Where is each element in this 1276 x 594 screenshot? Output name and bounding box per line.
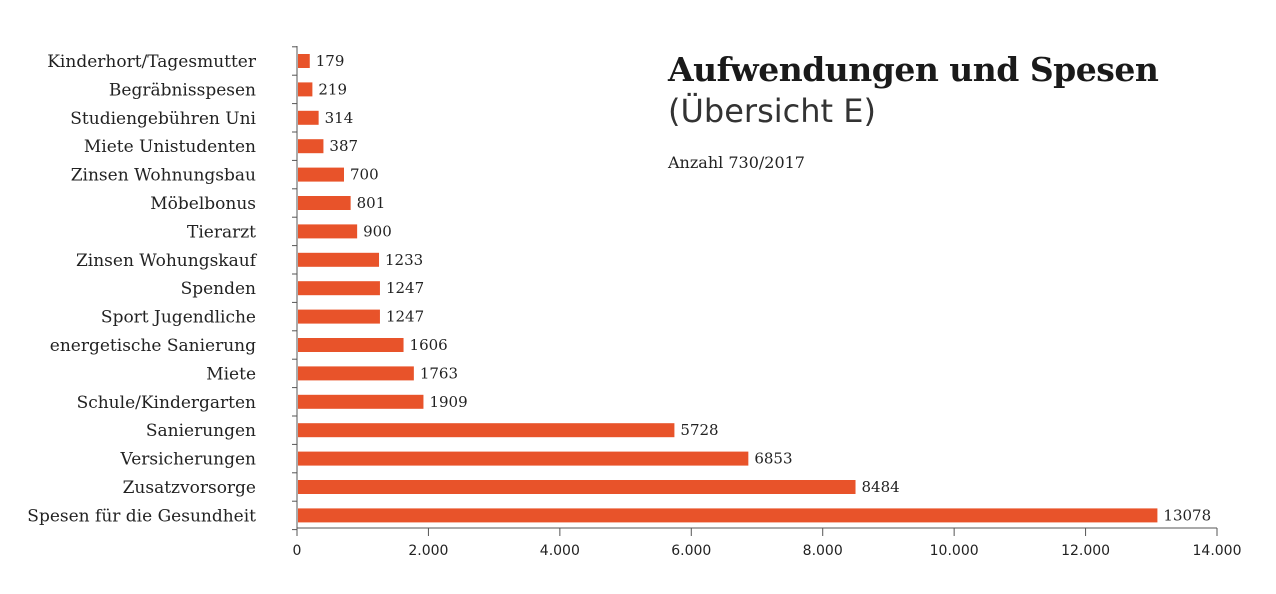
category-label: Spesen für die Gesundheit [27,506,256,526]
x-tick-label: 10.000 [930,543,979,559]
bar [298,54,310,68]
x-tick-label: 2.000 [408,543,448,559]
category-label: Zinsen Wohungskauf [76,251,258,271]
value-label: 1233 [385,251,423,269]
category-label: Versicherungen [119,450,256,470]
chart-note: Anzahl 730/2017 [668,153,805,172]
value-label: 179 [316,52,345,70]
category-label: Möbelbonus [150,194,256,214]
x-tick-label: 4.000 [540,543,580,559]
bar [298,423,675,438]
bar [298,224,358,239]
category-label: Miete Unistudenten [84,137,256,157]
bar [298,394,424,409]
bar [298,366,414,381]
value-label: 6853 [754,450,792,468]
category-label: Tierarzt [187,222,256,242]
x-tick-label: 0 [293,543,302,559]
bar [298,110,319,125]
x-tick-label: 6.000 [671,543,711,559]
value-label: 314 [325,109,354,127]
value-label: 1247 [386,308,424,326]
value-label: 387 [329,137,358,155]
category-label: Sanierungen [146,421,256,441]
category-label: Kinderhort/Tagesmutter [47,52,257,72]
chart-title: Aufwendungen und Spesen [668,50,1159,89]
category-label: energetische Sanierung [50,336,256,356]
bar [298,451,749,466]
bar [298,252,380,267]
bar [298,480,856,494]
category-label: Zinsen Wohnungsbau [71,166,256,186]
value-label: 1763 [420,364,458,382]
value-label: 801 [357,194,386,212]
bar [298,309,380,324]
bar [298,167,344,182]
x-tick-label: 8.000 [803,543,843,559]
value-label: 1909 [429,393,467,411]
value-label: 1247 [386,279,424,297]
category-label: Sport Jugendliche [101,308,256,328]
bar [298,508,1158,523]
category-label: Begräbnisspesen [109,80,256,100]
bar [298,82,313,97]
value-label: 8484 [862,478,900,496]
chart-subtitle: (Übersicht E) [668,92,876,130]
category-label: Studiengebühren Uni [70,109,256,129]
bar [298,196,351,210]
category-label: Zusatzvorsorge [123,478,256,498]
x-tick-label: 14.000 [1193,543,1242,559]
value-label: 900 [363,222,392,240]
value-label: 219 [318,80,347,98]
bar [298,281,380,296]
value-label: 700 [350,166,379,184]
category-label: Miete [206,364,256,384]
category-label: Schule/Kindergarten [77,393,256,413]
value-label: 5728 [680,421,718,439]
x-tick-label: 12.000 [1061,543,1110,559]
bar [298,338,404,352]
value-label: 13078 [1163,506,1211,524]
value-label: 1606 [410,336,448,354]
bar [298,139,324,154]
category-label: Spenden [181,279,256,299]
